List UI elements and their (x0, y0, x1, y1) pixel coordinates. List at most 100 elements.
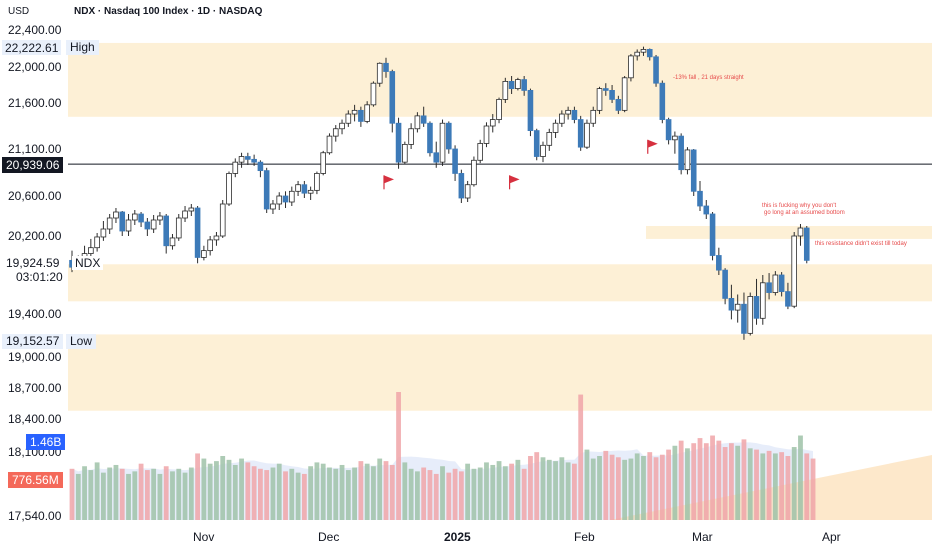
candle-body (106, 217, 113, 230)
x-label-nov: Nov (193, 530, 215, 544)
volume-bar (609, 454, 615, 520)
candle-body (376, 62, 383, 84)
volume-bar (144, 470, 150, 520)
volume-bar (785, 456, 791, 520)
zone-3 (68, 334, 932, 411)
symbol-title[interactable]: NDX · Nasdaq 100 Index · 1D · NASDAQ (74, 6, 263, 17)
candle-body (653, 56, 659, 84)
volume-bar (735, 445, 741, 520)
candle-body (88, 247, 94, 254)
candle-body (678, 135, 684, 171)
candle-body (722, 269, 728, 299)
volume-bar (496, 461, 502, 520)
candle-body (270, 203, 276, 210)
volume-bar (195, 453, 200, 520)
candle-body (559, 113, 565, 124)
candle-body (226, 173, 232, 205)
volume-bar (220, 456, 226, 520)
candle-body (785, 291, 791, 307)
candle-body (716, 255, 722, 271)
volume-bar (691, 443, 697, 520)
flag-marker (647, 139, 658, 148)
candle-body (213, 235, 220, 241)
candle-body (709, 213, 716, 256)
volume-bar (741, 439, 747, 520)
volume-bar (509, 463, 514, 520)
candle-body (332, 128, 339, 137)
volume-bar (502, 466, 508, 520)
candle-body (464, 184, 471, 199)
volume-bar (301, 473, 307, 520)
candle-body (452, 148, 458, 174)
volume-bar (415, 471, 420, 520)
candle-body (414, 115, 421, 130)
volume-bar (389, 464, 395, 520)
candle-body (345, 113, 352, 124)
volume-bar (766, 450, 772, 520)
volume-bar (565, 462, 571, 520)
candle-body (791, 235, 797, 307)
volume-bar (791, 447, 797, 520)
low-label-badge: Low (66, 334, 97, 349)
volume-bar (710, 435, 715, 520)
candle-body (364, 104, 370, 122)
candle-body (634, 51, 640, 57)
candle-body (131, 213, 138, 221)
candle-body (383, 62, 389, 72)
candle-body (772, 274, 779, 293)
y-tick-label: 20,200.00 (8, 229, 62, 243)
volume-bar (182, 472, 188, 520)
volume-bar (427, 470, 433, 520)
candle-body (433, 152, 440, 163)
candle-body (207, 239, 213, 252)
y-tick-label: 21,600.00 (8, 96, 62, 110)
flag-marker (509, 175, 520, 184)
volume-bar (94, 462, 100, 520)
volume-bar (107, 467, 113, 520)
candle-body (389, 71, 396, 124)
volume-bar (69, 468, 75, 520)
candle-body (659, 82, 666, 120)
volume-bar (151, 468, 157, 520)
volume-bar (628, 458, 634, 520)
candle-body (100, 228, 107, 238)
volume-bar (377, 458, 383, 520)
annotation-long-line2: go long at an assumed bottom (764, 210, 845, 216)
candle-body (690, 149, 697, 192)
volume-bar (471, 468, 477, 520)
volume-bar (458, 471, 464, 520)
candle-body (508, 81, 515, 90)
volume-bar (521, 468, 527, 520)
volume-bar (653, 457, 659, 520)
candle-body (427, 122, 433, 154)
volume-bar (597, 456, 602, 520)
candle-body (251, 158, 257, 163)
candle-body (219, 203, 226, 237)
volume-bar (364, 463, 370, 520)
volume-bar (433, 473, 439, 520)
volume-bar (685, 448, 690, 520)
candle-body (477, 143, 483, 161)
volume-bar (270, 467, 276, 520)
zone-2 (68, 264, 932, 302)
candle-body (201, 250, 207, 258)
volume-bar (572, 463, 577, 520)
volume-bar (132, 471, 138, 520)
y-tick-label: 19,000.00 (8, 350, 62, 364)
candle-body (295, 184, 301, 192)
candle-body (672, 135, 678, 141)
volume-bar (584, 449, 590, 520)
candle-body (803, 227, 810, 261)
volume-bar (75, 473, 81, 520)
annotation-long-line1: this is fucking why you don't (762, 203, 837, 209)
volume-bar (452, 468, 458, 520)
x-label-2025: 2025 (444, 530, 471, 544)
volume-bar (188, 467, 194, 520)
candle-body (515, 79, 521, 89)
candle-body (238, 156, 245, 163)
volume-bar (207, 463, 213, 520)
volume-bar (345, 470, 351, 520)
volume-bar (333, 468, 339, 520)
volume-bar (138, 463, 144, 520)
